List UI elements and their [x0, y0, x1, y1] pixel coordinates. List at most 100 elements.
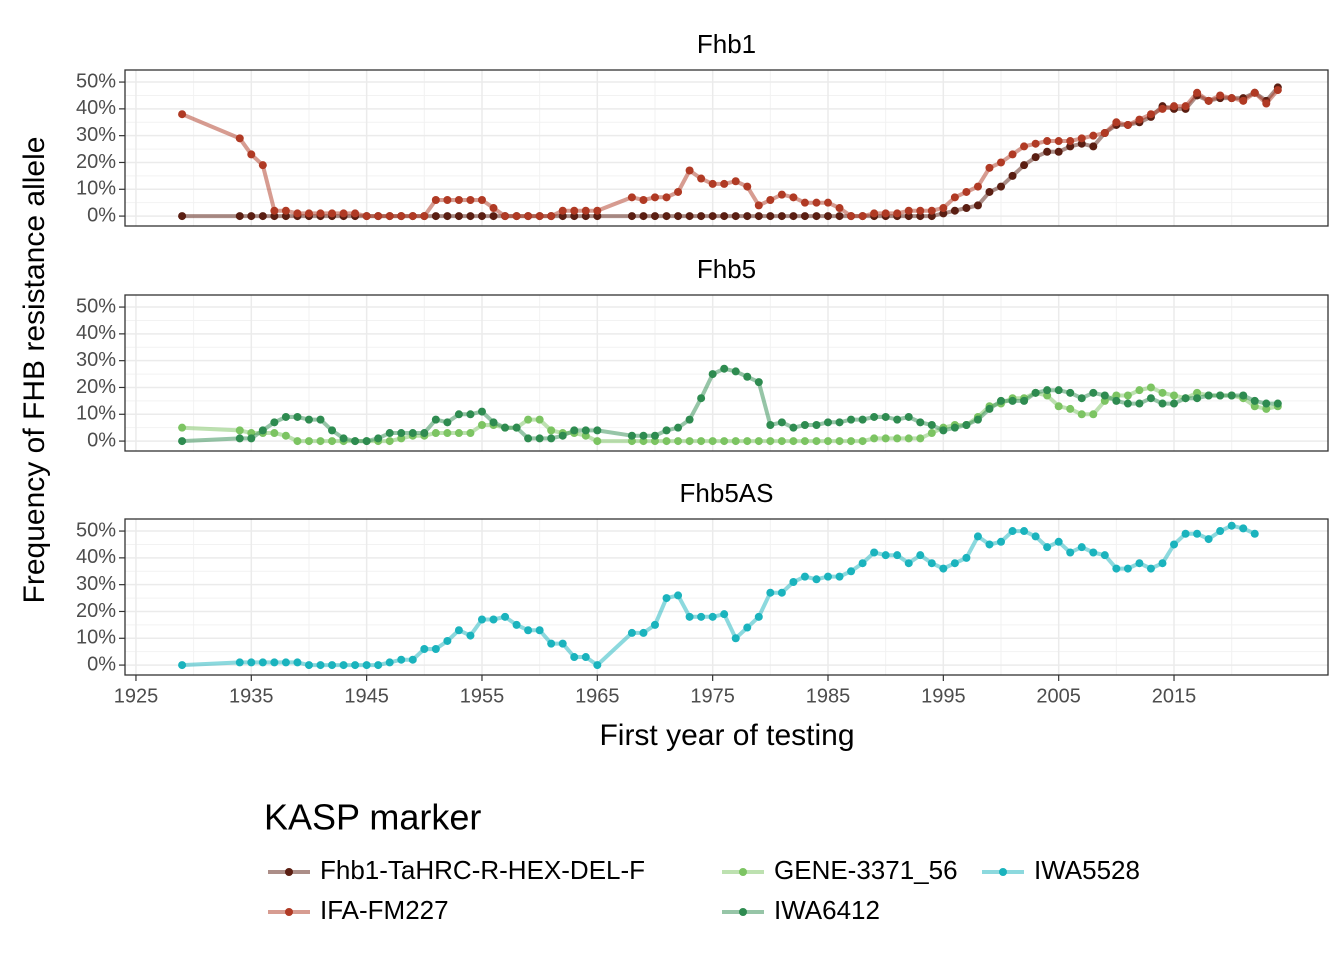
- data-point: [362, 212, 371, 221]
- data-point: [904, 434, 913, 443]
- data-point: [950, 559, 959, 568]
- data-point: [789, 212, 798, 221]
- data-point: [650, 193, 659, 202]
- data-point: [408, 212, 417, 221]
- data-point: [316, 209, 325, 218]
- data-point: [1054, 386, 1063, 395]
- data-point: [708, 612, 717, 621]
- data-point: [1008, 150, 1017, 159]
- data-point: [1135, 399, 1144, 408]
- data-point: [662, 426, 671, 435]
- data-point: [927, 559, 936, 568]
- data-point: [916, 206, 925, 215]
- data-point: [501, 612, 510, 621]
- data-point: [904, 206, 913, 215]
- y-tick-label: 50%: [76, 295, 116, 317]
- legend-label: IFA-FM227: [320, 895, 449, 925]
- data-point: [581, 206, 590, 215]
- data-point: [1193, 529, 1202, 538]
- data-point: [558, 639, 567, 648]
- data-point: [489, 418, 498, 427]
- data-point: [477, 421, 486, 429]
- y-tick-label: 0%: [87, 204, 116, 226]
- data-point: [754, 212, 763, 221]
- y-tick-label: 40%: [76, 546, 116, 568]
- data-point: [870, 434, 879, 443]
- data-point: [823, 572, 832, 581]
- x-tick-label: 1955: [460, 685, 505, 707]
- data-point: [962, 187, 971, 196]
- data-point: [650, 212, 659, 221]
- data-point: [1008, 396, 1017, 405]
- x-tick-label: 1965: [575, 685, 620, 707]
- data-point: [420, 429, 429, 438]
- data-point: [731, 212, 740, 221]
- x-tick-label: 1975: [690, 685, 735, 707]
- data-point: [477, 407, 486, 416]
- data-point: [927, 206, 936, 215]
- y-tick-label: 30%: [76, 349, 116, 371]
- x-tick-label: 1935: [229, 685, 274, 707]
- data-point: [466, 196, 475, 204]
- panel-border: [124, 518, 1329, 676]
- data-point: [593, 426, 602, 435]
- data-point: [385, 212, 394, 221]
- data-point: [547, 434, 556, 443]
- data-point: [558, 206, 567, 215]
- data-point: [443, 636, 452, 645]
- data-point: [328, 437, 337, 446]
- data-point: [1089, 131, 1098, 140]
- data-point: [1112, 118, 1121, 127]
- data-point: [881, 209, 890, 218]
- data-point: [800, 437, 809, 446]
- data-point: [304, 437, 313, 446]
- data-point: [328, 426, 337, 435]
- data-point: [328, 209, 337, 218]
- data-point: [281, 206, 290, 215]
- data-point: [547, 426, 556, 435]
- x-tick-label: 1945: [344, 685, 389, 707]
- data-point: [1066, 137, 1075, 146]
- data-point: [1135, 559, 1144, 568]
- data-point: [766, 437, 775, 446]
- data-point: [339, 209, 348, 218]
- data-point: [524, 415, 533, 424]
- data-point: [1077, 134, 1086, 143]
- y-tick-label: 30%: [76, 124, 116, 146]
- data-point: [1170, 540, 1179, 549]
- data-point: [997, 158, 1006, 167]
- data-point: [420, 212, 429, 221]
- data-point: [374, 434, 383, 443]
- data-point: [466, 410, 475, 419]
- data-point: [674, 423, 683, 432]
- data-point: [847, 212, 856, 221]
- data-point: [351, 437, 360, 446]
- data-point: [293, 658, 302, 667]
- data-point: [374, 212, 383, 221]
- data-point: [258, 658, 267, 667]
- data-point: [973, 182, 982, 191]
- data-point: [685, 166, 694, 175]
- data-point: [1216, 91, 1225, 100]
- data-point: [639, 628, 648, 637]
- data-point: [1008, 527, 1017, 536]
- y-tick-label: 0%: [87, 653, 116, 675]
- y-tick-label: 10%: [76, 403, 116, 425]
- data-point: [835, 418, 844, 427]
- data-point: [685, 212, 694, 221]
- data-point: [800, 421, 809, 429]
- data-point: [893, 209, 902, 218]
- data-point: [766, 421, 775, 429]
- data-point: [870, 548, 879, 557]
- data-point: [1123, 391, 1132, 400]
- data-point: [454, 626, 463, 635]
- y-tick-label: 10%: [76, 178, 116, 200]
- data-point: [270, 206, 279, 215]
- data-point: [674, 591, 683, 600]
- data-point: [893, 415, 902, 424]
- data-point: [304, 415, 313, 424]
- data-point: [685, 612, 694, 621]
- data-point: [1181, 394, 1190, 403]
- data-point: [1020, 527, 1029, 536]
- y-tick-label: 0%: [87, 429, 116, 451]
